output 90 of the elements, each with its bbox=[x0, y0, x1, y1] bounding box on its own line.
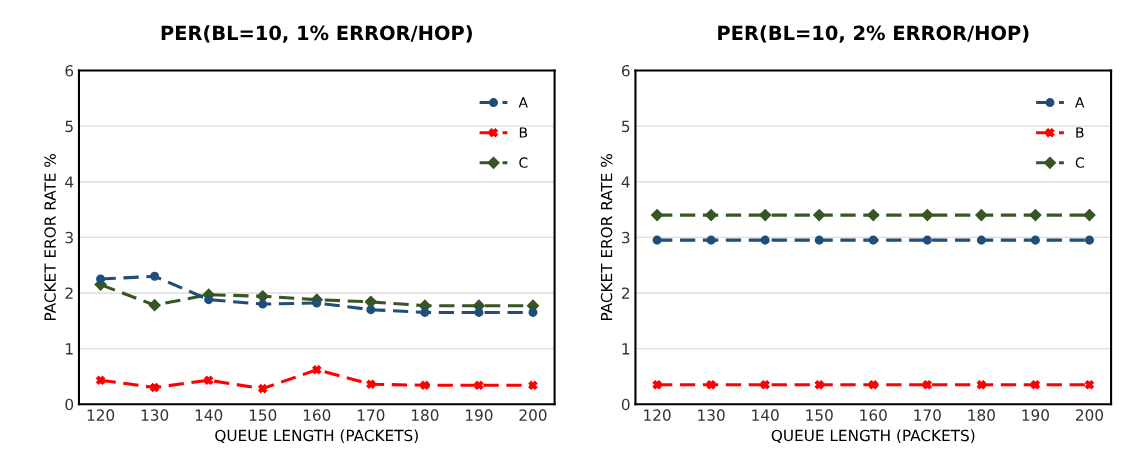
point bbox=[150, 383, 160, 393]
point bbox=[705, 209, 718, 222]
chart-title: PER(BL=10, 2% ERROR/HOP) bbox=[718, 25, 1029, 43]
y-tick-label: 5 bbox=[65, 120, 73, 133]
x-tick-label: 170 bbox=[357, 409, 385, 421]
y-tick-label: 1 bbox=[622, 343, 630, 355]
y-tick-label: 3 bbox=[65, 231, 73, 244]
point bbox=[652, 235, 662, 245]
point bbox=[814, 380, 824, 390]
point bbox=[258, 299, 268, 309]
point bbox=[760, 235, 770, 245]
point bbox=[1029, 209, 1042, 222]
point bbox=[975, 209, 988, 222]
legend-label: C bbox=[1075, 157, 1084, 168]
x-tick-label: 150 bbox=[249, 409, 277, 421]
point bbox=[976, 380, 986, 390]
point bbox=[650, 209, 664, 222]
y-tick-label: 3 bbox=[622, 231, 630, 244]
point bbox=[258, 384, 268, 394]
legend-label: B bbox=[519, 127, 528, 138]
point bbox=[1083, 209, 1096, 222]
point bbox=[148, 299, 161, 312]
x-axis-title: QUEUE LENGTH (PACKETS) bbox=[771, 429, 975, 444]
point bbox=[204, 295, 214, 305]
x-tick-label: 190 bbox=[1022, 409, 1049, 421]
y-tick-label: 6 bbox=[65, 64, 74, 77]
point bbox=[420, 307, 430, 317]
x-tick-label: 140 bbox=[195, 409, 223, 421]
y-tick-label: 0 bbox=[621, 398, 630, 411]
x-tick-label: 120 bbox=[87, 409, 115, 421]
point bbox=[1084, 235, 1094, 245]
point bbox=[366, 379, 376, 389]
point bbox=[706, 235, 716, 245]
x-axis-title: QUEUE LENGTH (PACKETS) bbox=[215, 429, 418, 444]
point bbox=[922, 235, 932, 245]
point bbox=[366, 305, 376, 315]
point bbox=[813, 209, 826, 222]
legend-label: B bbox=[1076, 127, 1084, 138]
legend-label: A bbox=[1075, 97, 1085, 108]
point bbox=[96, 274, 106, 284]
y-tick-label: 4 bbox=[65, 176, 74, 188]
point bbox=[921, 209, 934, 222]
y-axis-title: PACKET EROR RATE % bbox=[600, 154, 613, 321]
point bbox=[474, 380, 484, 390]
point bbox=[814, 235, 824, 245]
x-tick-label: 160 bbox=[303, 409, 331, 421]
x-tick-label: 160 bbox=[860, 409, 887, 421]
point bbox=[1084, 380, 1094, 390]
point bbox=[922, 380, 932, 390]
point bbox=[150, 271, 160, 281]
point bbox=[1030, 380, 1040, 390]
point bbox=[474, 307, 484, 317]
point bbox=[706, 380, 716, 390]
x-tick-label: 120 bbox=[644, 409, 671, 421]
point bbox=[528, 307, 538, 317]
x-tick-label: 130 bbox=[698, 409, 725, 421]
x-tick-label: 150 bbox=[806, 409, 833, 421]
y-tick-label: 5 bbox=[622, 120, 630, 133]
x-tick-label: 140 bbox=[752, 409, 779, 421]
point bbox=[1030, 235, 1040, 245]
point bbox=[96, 375, 106, 385]
x-tick-label: 180 bbox=[411, 409, 439, 421]
y-tick-label: 1 bbox=[66, 343, 73, 355]
legend-label: C bbox=[519, 157, 528, 168]
x-tick-label: 200 bbox=[519, 409, 547, 421]
point bbox=[420, 380, 430, 390]
x-tick-label: 170 bbox=[914, 409, 941, 421]
point bbox=[759, 209, 772, 222]
point bbox=[867, 209, 880, 222]
point bbox=[868, 235, 878, 245]
y-tick-label: 6 bbox=[621, 64, 630, 77]
y-tick-label: 2 bbox=[65, 287, 73, 299]
chart-title: PER(BL=10, 1% ERROR/HOP) bbox=[161, 25, 472, 43]
point bbox=[976, 235, 986, 245]
y-axis-title: PACKET EROR RATE % bbox=[44, 154, 56, 321]
x-tick-label: 200 bbox=[1076, 409, 1104, 421]
point bbox=[312, 365, 322, 375]
point bbox=[868, 380, 878, 390]
point bbox=[528, 380, 538, 390]
point bbox=[204, 375, 214, 385]
y-tick-label: 0 bbox=[65, 398, 74, 411]
x-tick-label: 180 bbox=[968, 409, 995, 421]
legend-label: A bbox=[518, 97, 528, 108]
point bbox=[760, 380, 770, 390]
point bbox=[652, 380, 662, 390]
y-tick-label: 2 bbox=[621, 287, 630, 299]
point bbox=[312, 298, 322, 308]
y-tick-label: 4 bbox=[621, 176, 630, 188]
x-tick-label: 190 bbox=[466, 409, 493, 421]
x-tick-label: 130 bbox=[141, 409, 169, 421]
